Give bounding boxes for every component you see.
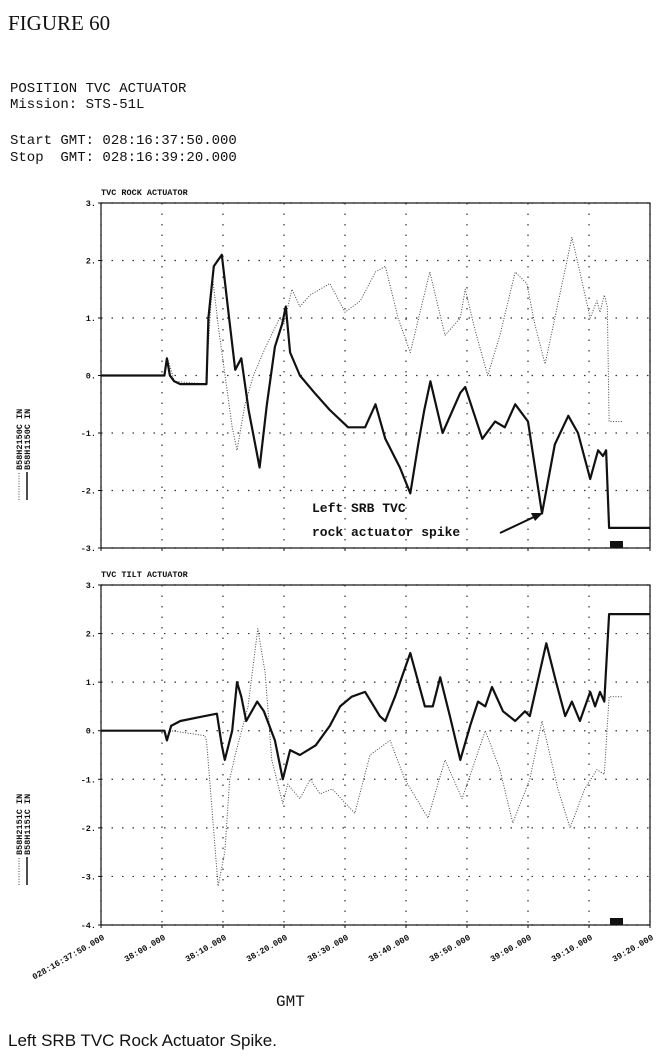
legend-entry: B58H1151C IN — [23, 794, 33, 885]
event-marker — [610, 918, 623, 925]
y-tick-label: -3. — [81, 872, 96, 882]
y-tick-label: -4. — [81, 921, 96, 931]
series-line — [101, 237, 622, 451]
y-tick-label: -2. — [81, 824, 96, 834]
annotation: Left SRB TVC — [312, 501, 406, 516]
y-tick-label: 0. — [86, 727, 96, 737]
chart-title: TVC TILT ACTUATOR — [101, 570, 189, 580]
legend-entry: B58H2150C IN — [15, 409, 25, 500]
plot: TVC ROCK ACTUATOR 3. 2. 1. 0. -1. -2. -3. B58H21… — [15, 188, 651, 554]
y-tick-label: -2. — [81, 487, 96, 497]
series-line — [101, 628, 622, 887]
y-tick-label: 0. — [86, 372, 96, 382]
x-tick-label: 028:16:37:50.000 — [31, 933, 107, 982]
legend-label: B58H2150C IN — [15, 409, 25, 470]
plot-frame — [100, 584, 651, 926]
x-axis-label: GMT — [276, 993, 305, 1011]
y-tick-label: -3. — [81, 544, 96, 554]
x-tick-label: 39:00.000 — [489, 933, 534, 965]
legend-label: B58H1151C IN — [23, 794, 33, 855]
annotation-arrowhead — [531, 513, 543, 521]
header-title: POSITION TVC ACTUATOR — [10, 81, 187, 97]
header-mission: Mission: STS-51L — [10, 97, 144, 113]
y-tick-label: 1. — [86, 314, 96, 324]
series-line — [101, 613, 650, 781]
figure-label: FIGURE 60 — [8, 11, 110, 35]
plot: TVC TILT ACTUATOR 3. 2. 1. 0. -1. -2. -3. -4. 028… — [15, 570, 656, 1011]
header-start: Start GMT: 028:16:37:50.000 — [10, 133, 237, 149]
x-tick-label: 38:20.000 — [245, 933, 290, 965]
y-tick-label: 1. — [86, 678, 96, 688]
y-tick-label: 3. — [86, 581, 96, 591]
chart-title: TVC ROCK ACTUATOR — [101, 188, 189, 198]
header-stop: Stop GMT: 028:16:39:20.000 — [10, 150, 237, 166]
y-tick-label: 2. — [86, 257, 96, 267]
legend-entry: B58H1150C IN — [23, 409, 33, 500]
caption: Left SRB TVC Rock Actuator Spike. — [8, 1031, 277, 1050]
x-tick-label: 38:30.000 — [306, 933, 351, 965]
y-tick-label: 2. — [86, 630, 96, 640]
y-tick-label: -1. — [81, 429, 96, 439]
event-marker — [610, 541, 623, 548]
x-tick-label: 39:20.000 — [611, 933, 656, 965]
annotation: rock actuator spike — [312, 525, 460, 540]
y-tick-label: 3. — [86, 199, 96, 209]
legend-label: B58H2151C IN — [15, 794, 25, 855]
x-tick-label: 38:40.000 — [367, 933, 412, 965]
legend-entry: B58H2151C IN — [15, 794, 25, 885]
x-tick-label: 39:10.000 — [550, 933, 595, 965]
x-tick-label: 38:50.000 — [428, 933, 473, 965]
x-tick-label: 38:10.000 — [184, 933, 229, 965]
annotation-arrow — [499, 515, 537, 534]
x-tick-label: 38:00.000 — [123, 933, 168, 965]
y-tick-label: -1. — [81, 775, 96, 785]
legend-label: B58H1150C IN — [23, 409, 33, 470]
series-line — [101, 253, 650, 529]
